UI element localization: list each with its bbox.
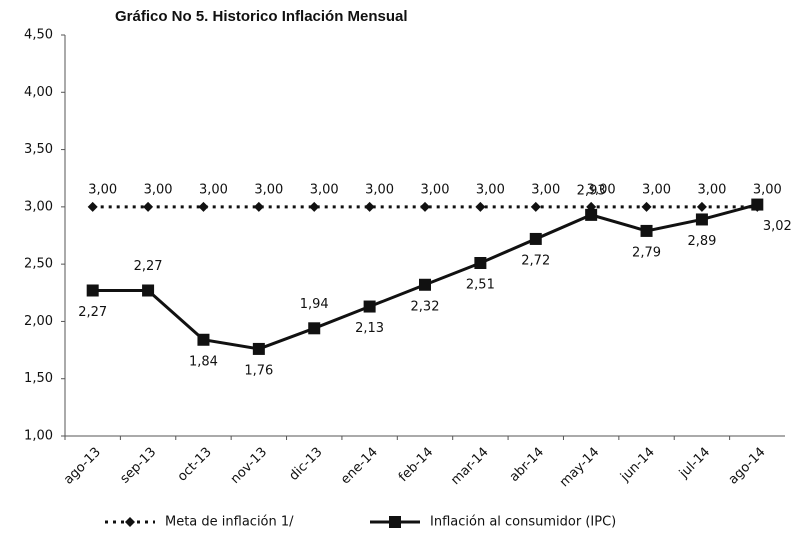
x-tick-label: may-14	[557, 445, 602, 490]
y-tick-label: 2,50	[24, 257, 53, 272]
marker-diamond	[198, 201, 209, 212]
marker-diamond	[364, 201, 375, 212]
series-line	[92, 203, 758, 351]
x-tick-label: oct-13	[175, 445, 215, 485]
x-tick-label: jun-14	[617, 445, 658, 486]
x-tick-label: jul-14	[676, 445, 713, 482]
data-label: 3,00	[642, 182, 671, 197]
x-tick-label: mar-14	[448, 445, 491, 488]
marker-diamond	[641, 201, 652, 212]
marker-diamond	[143, 201, 154, 212]
y-tick-label: 2,00	[24, 314, 53, 329]
chart-title: Gráfico No 5. Historico Inflación Mensua…	[115, 8, 408, 25]
legend-label: Inflación al consumidor (IPC)	[430, 515, 616, 530]
marker-diamond	[475, 201, 486, 212]
marker-square	[308, 322, 321, 335]
marker-square	[640, 224, 653, 237]
marker-diamond	[309, 201, 320, 212]
data-label: 3,00	[254, 182, 283, 197]
marker-square	[419, 278, 431, 291]
data-label: 2,32	[411, 299, 440, 314]
marker-diamond	[87, 201, 98, 212]
legend-marker	[389, 516, 401, 528]
data-label: 1,76	[244, 363, 273, 378]
y-tick-label: 3,50	[24, 142, 53, 157]
y-tick-label: 4,00	[24, 85, 53, 100]
marker-square	[751, 198, 764, 211]
legend-marker	[125, 517, 135, 527]
data-label: 3,00	[587, 182, 616, 197]
x-tick-label: dic-13	[286, 445, 325, 484]
data-label: 1,84	[189, 354, 218, 369]
marker-diamond	[420, 201, 430, 212]
data-label: 3,00	[697, 182, 726, 197]
x-tick-label: sep-13	[117, 445, 159, 487]
data-label: 2,79	[632, 245, 661, 260]
data-label: 2,93	[577, 183, 606, 198]
data-label: 3,00	[88, 182, 117, 197]
y-tick-label: 4,50	[24, 28, 53, 43]
marker-square	[363, 300, 376, 313]
y-tick-label: 1,00	[24, 429, 53, 444]
marker-square	[142, 284, 155, 297]
data-label: 2,89	[687, 234, 716, 249]
marker-square	[197, 333, 210, 346]
marker-square	[585, 208, 598, 221]
data-label: 1,94	[300, 297, 329, 312]
data-label: 3,00	[365, 182, 394, 197]
data-label: 3,00	[144, 182, 173, 197]
x-tick-label: abr-14	[507, 445, 547, 485]
marker-square	[86, 284, 99, 297]
marker-square	[529, 232, 542, 245]
marker-diamond	[253, 201, 264, 212]
data-label: 2,13	[355, 321, 384, 336]
x-tick-label: nov-13	[228, 445, 270, 487]
marker-square	[695, 213, 708, 226]
data-label: 3,00	[310, 182, 339, 197]
legend-label: Meta de inflación 1/	[165, 515, 294, 530]
x-tick-label: ene-14	[338, 445, 381, 488]
data-label: 2,72	[521, 253, 550, 268]
marker-diamond	[696, 201, 707, 212]
x-tick-label: feb-14	[396, 445, 436, 485]
data-label: 3,00	[421, 182, 450, 197]
marker-diamond	[530, 201, 541, 212]
marker-square	[252, 342, 265, 355]
marker-square	[474, 256, 487, 269]
data-label: 3,00	[753, 182, 782, 197]
y-tick-label: 3,00	[24, 199, 53, 214]
x-tick-label: ago-13	[61, 445, 104, 488]
data-label: 3,00	[476, 182, 505, 197]
data-label: 3,00	[531, 182, 560, 197]
data-label: 3,02	[763, 219, 792, 234]
y-tick-label: 1,50	[24, 371, 53, 386]
data-label: 3,00	[199, 182, 228, 197]
data-label: 2,51	[466, 277, 495, 292]
x-tick-label: ago-14	[726, 445, 769, 488]
data-label: 2,27	[134, 259, 163, 274]
data-label: 2,27	[78, 305, 107, 320]
